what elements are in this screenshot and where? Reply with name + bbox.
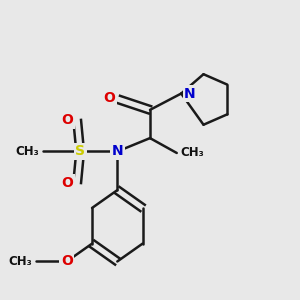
Text: O: O	[61, 254, 73, 268]
Text: O: O	[62, 176, 74, 190]
Text: CH₃: CH₃	[16, 145, 39, 158]
Text: N: N	[112, 145, 123, 158]
Text: CH₃: CH₃	[8, 255, 32, 268]
Text: S: S	[75, 145, 85, 158]
Text: N: N	[184, 86, 196, 100]
Text: O: O	[62, 113, 74, 127]
Text: CH₃: CH₃	[180, 146, 204, 160]
Text: O: O	[103, 91, 115, 105]
